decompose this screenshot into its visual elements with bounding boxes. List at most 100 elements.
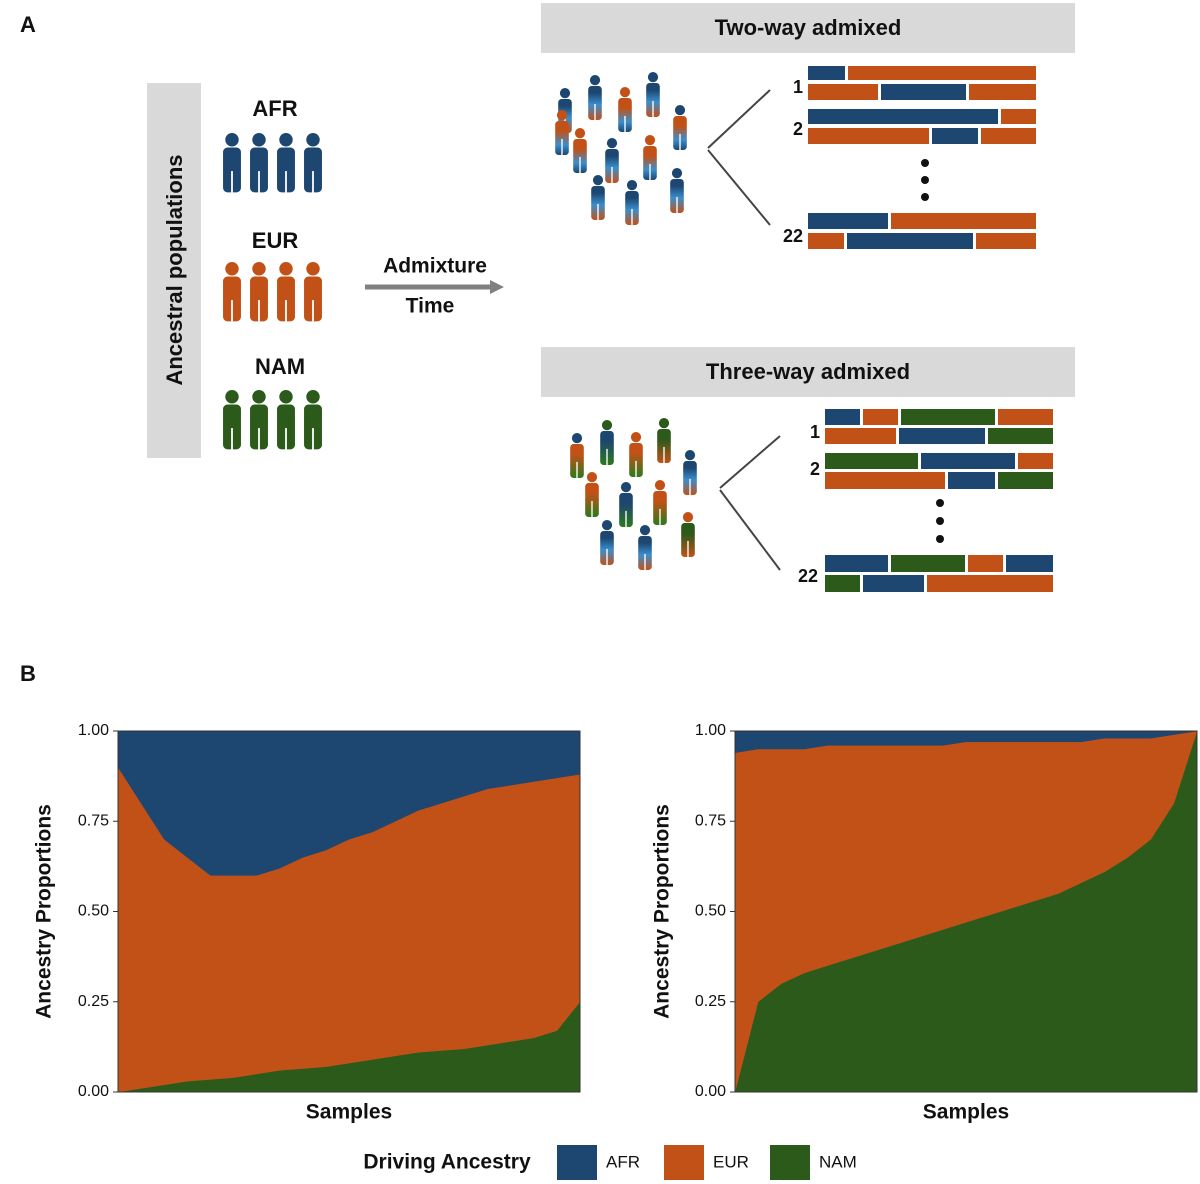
x-axis-label: Samples bbox=[306, 1101, 392, 1124]
chromosome-segment bbox=[932, 128, 978, 144]
person-body bbox=[223, 147, 241, 193]
person-icon bbox=[619, 482, 633, 528]
header-box bbox=[541, 3, 1075, 53]
person-body bbox=[277, 276, 295, 322]
arrow-label: Admixture bbox=[383, 255, 487, 278]
person-icon bbox=[223, 262, 241, 323]
person-icon bbox=[277, 390, 295, 451]
chromosome-segment bbox=[808, 84, 878, 100]
legend-title: Driving Ancestry bbox=[363, 1151, 531, 1174]
person-body bbox=[629, 443, 643, 478]
person-head bbox=[630, 432, 642, 443]
person-icon bbox=[304, 262, 322, 323]
chromosome-segment bbox=[1001, 109, 1036, 124]
legend-swatch bbox=[770, 1145, 810, 1180]
chromosome-segment bbox=[847, 233, 973, 249]
person-gap bbox=[652, 100, 654, 118]
person-icon bbox=[605, 138, 619, 184]
person-icon bbox=[657, 418, 671, 464]
person-head bbox=[252, 390, 266, 404]
person-head bbox=[279, 262, 293, 276]
person-head bbox=[556, 110, 568, 121]
legend-label: EUR bbox=[713, 1152, 749, 1171]
chromosome-segment bbox=[1006, 555, 1053, 572]
arrow-label: Time bbox=[406, 295, 455, 318]
person-head bbox=[559, 88, 571, 99]
person-gap bbox=[561, 138, 563, 156]
y-tick-label: 0.00 bbox=[695, 1083, 726, 1100]
person-head bbox=[654, 480, 666, 491]
person-icon bbox=[304, 133, 322, 194]
person-head bbox=[658, 418, 670, 429]
person-head bbox=[620, 482, 632, 493]
header-title: Two-way admixed bbox=[715, 15, 902, 40]
person-icon bbox=[681, 511, 695, 558]
person-gap bbox=[635, 460, 637, 478]
person-body bbox=[646, 83, 660, 118]
chromosome-label: 22 bbox=[783, 226, 803, 246]
header-box bbox=[541, 347, 1075, 397]
y-tick-label: 1.00 bbox=[78, 722, 109, 739]
person-icon bbox=[250, 133, 268, 194]
person-icon bbox=[625, 180, 639, 226]
person-gap bbox=[676, 196, 678, 214]
person-icon bbox=[223, 133, 241, 194]
person-gap bbox=[312, 428, 314, 451]
person-body bbox=[250, 147, 268, 193]
person-head bbox=[589, 75, 601, 86]
chromosome-label: 22 bbox=[798, 566, 818, 586]
y-tick-label: 0.25 bbox=[695, 993, 726, 1010]
label-box bbox=[147, 83, 201, 458]
person-gap bbox=[285, 300, 287, 323]
person-gap bbox=[594, 103, 596, 121]
person-body bbox=[277, 147, 295, 193]
y-tick-label: 0.75 bbox=[78, 812, 109, 829]
y-tick-label: 1.00 bbox=[695, 722, 726, 739]
chromosome-segment bbox=[825, 575, 860, 592]
person-gap bbox=[659, 508, 661, 526]
chromosome-segment bbox=[921, 453, 1015, 469]
header-title: Three-way admixed bbox=[706, 359, 910, 384]
chromosome-segment bbox=[808, 233, 844, 249]
person-gap bbox=[258, 300, 260, 323]
person-head bbox=[574, 128, 586, 139]
person-gap bbox=[679, 133, 681, 151]
population-label: NAM bbox=[255, 354, 305, 379]
chromosome-label: 1 bbox=[810, 422, 820, 442]
person-body bbox=[250, 276, 268, 322]
person-icon bbox=[629, 432, 643, 478]
person-gap bbox=[631, 208, 633, 226]
person-head bbox=[225, 262, 239, 276]
person-gap bbox=[285, 428, 287, 451]
chromosome-segment bbox=[863, 575, 924, 592]
y-tick-label: 0.00 bbox=[78, 1083, 109, 1100]
person-gap bbox=[312, 300, 314, 323]
person-gap bbox=[258, 171, 260, 194]
person-body bbox=[638, 536, 652, 571]
person-gap bbox=[663, 446, 665, 464]
chromosome-segment bbox=[998, 472, 1053, 489]
person-gap bbox=[591, 500, 593, 518]
person-icon bbox=[638, 525, 652, 571]
person-body bbox=[223, 276, 241, 322]
chromosome-segment bbox=[891, 555, 965, 572]
person-gap bbox=[649, 163, 651, 181]
person-body bbox=[600, 531, 614, 566]
person-gap bbox=[689, 478, 691, 496]
person-icon bbox=[670, 168, 684, 214]
chromosome-segment bbox=[976, 233, 1036, 249]
person-icon bbox=[600, 420, 614, 466]
person-head bbox=[571, 433, 583, 444]
chromosome-label: 2 bbox=[793, 119, 803, 139]
person-gap bbox=[285, 171, 287, 194]
chromosome-segment bbox=[825, 428, 896, 444]
person-gap bbox=[687, 540, 689, 558]
chromosome-segment bbox=[948, 472, 995, 489]
person-gap bbox=[606, 548, 608, 566]
person-body bbox=[643, 146, 657, 181]
person-icon bbox=[573, 128, 587, 174]
person-body bbox=[670, 179, 684, 214]
chromosome-segment bbox=[899, 428, 985, 444]
person-icon bbox=[223, 390, 241, 451]
